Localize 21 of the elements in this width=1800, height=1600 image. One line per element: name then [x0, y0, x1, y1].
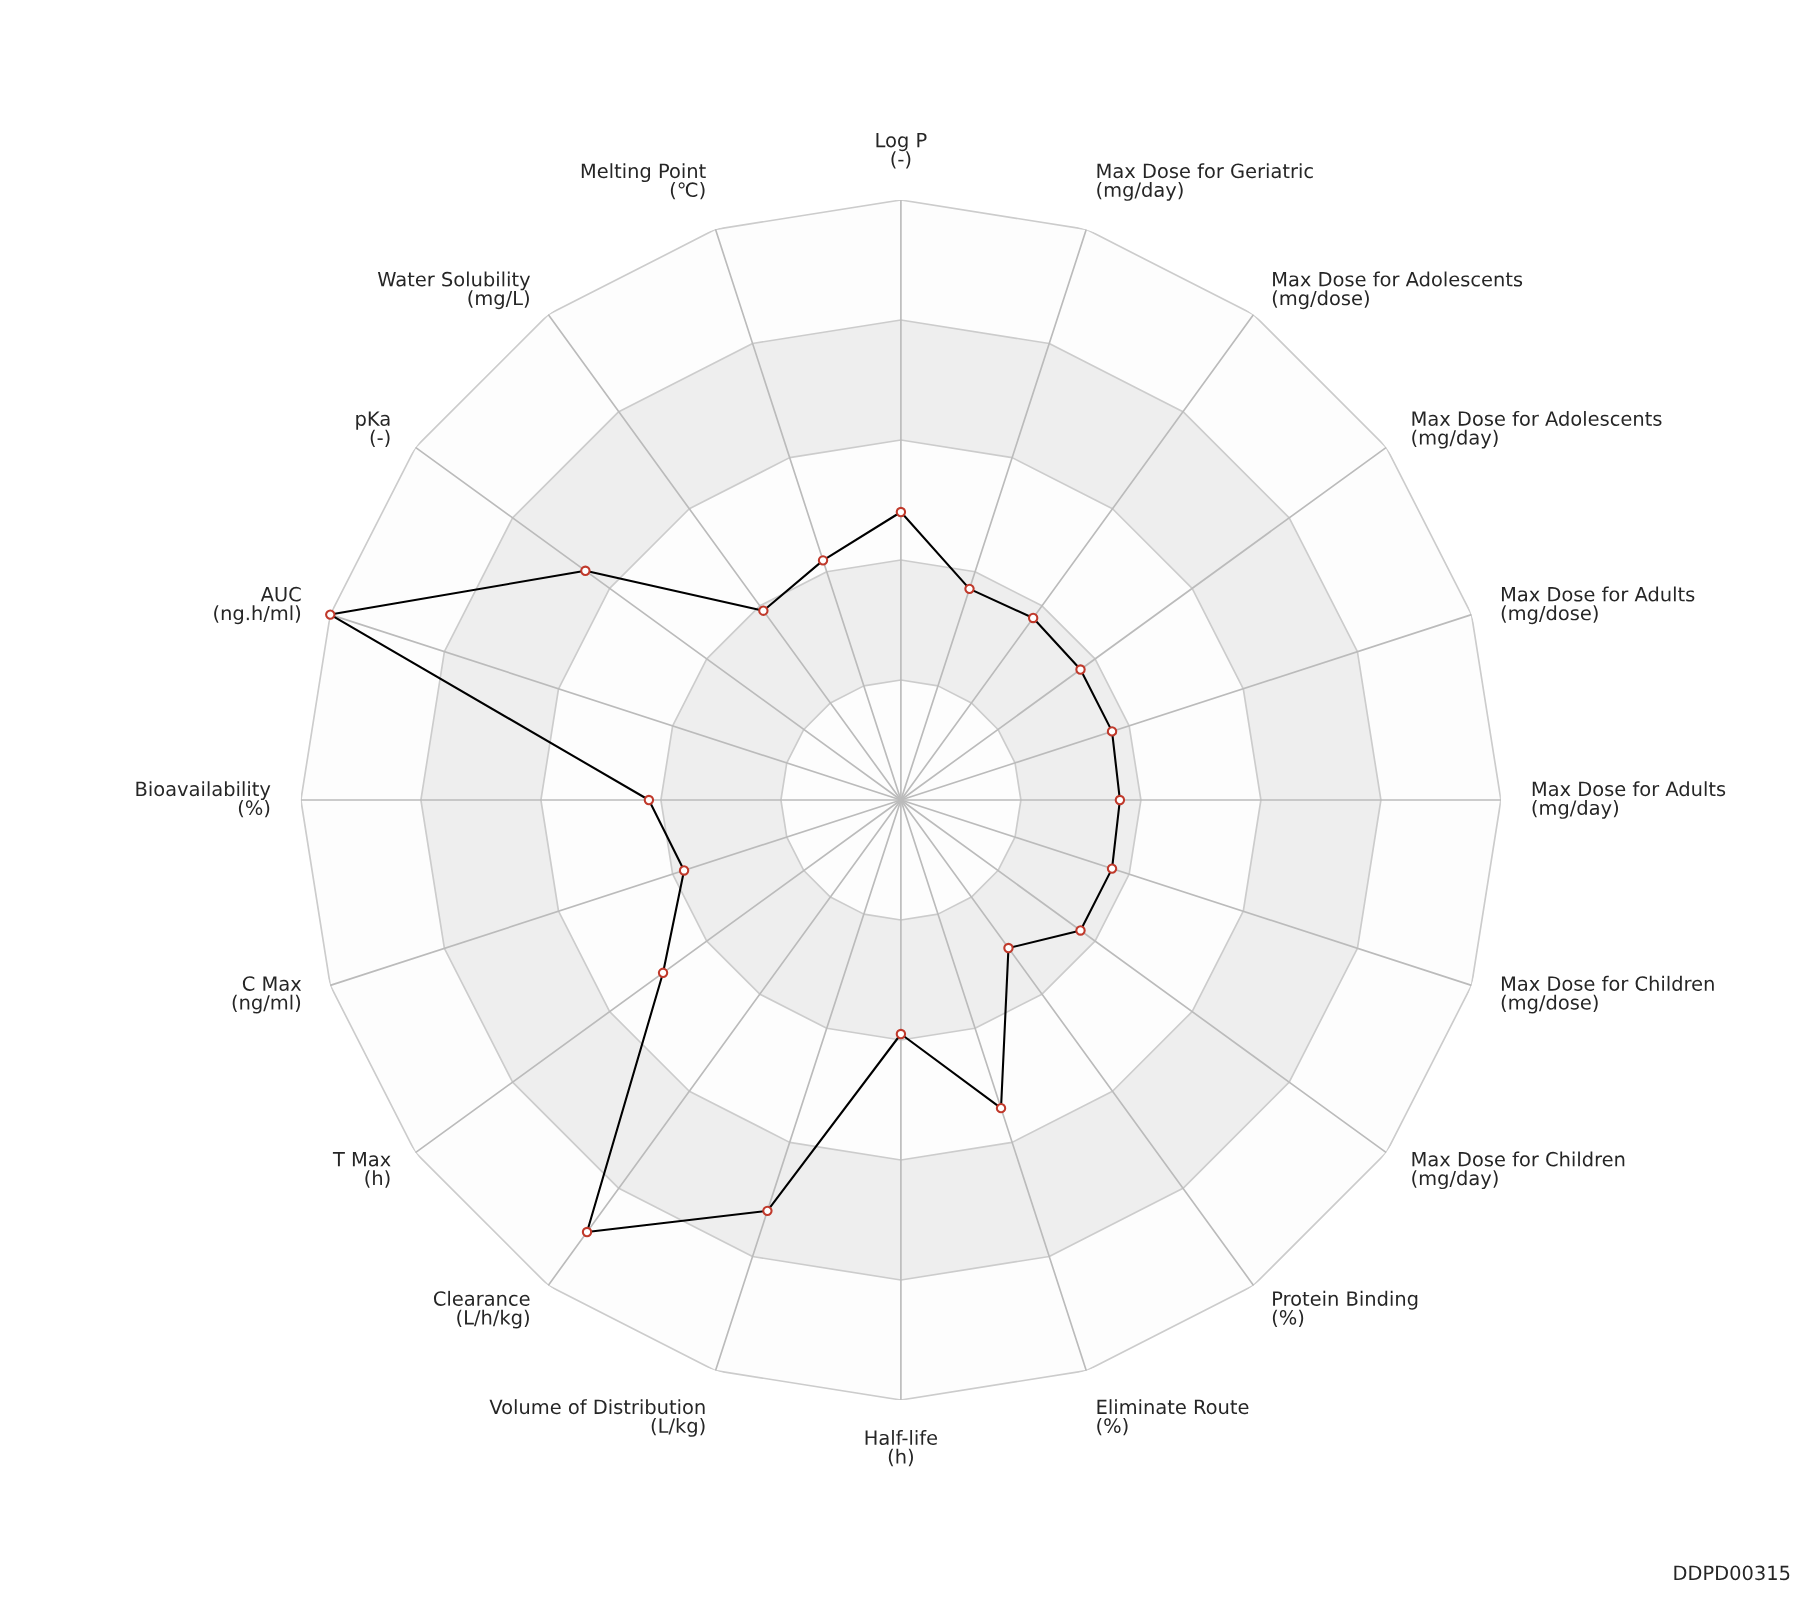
spoke-label: Eliminate Route (%)	[1097, 1399, 1249, 1436]
spoke-label: Log P (-)	[876, 132, 927, 169]
spoke-label: Half-life (h)	[865, 1430, 938, 1467]
spoke-label: T Max (h)	[332, 1152, 391, 1188]
spoke-label: Melting Point (℃)	[581, 163, 706, 200]
spoke-label: Max Dose for Adults (mg/day)	[1532, 781, 1726, 819]
spoke-label: Max Dose for Children (mg/dose)	[1501, 975, 1714, 1014]
spoke-label: Volume of Distribution (L/kg)	[489, 1399, 705, 1437]
spoke-label: C Max (ng/ml)	[232, 976, 302, 1014]
spoke-label: Max Dose for Adults (mg/dose)	[1501, 586, 1695, 625]
spoke-label: Bioavailability (%)	[136, 781, 271, 818]
spoke-label: Max Dose for Geriatric (mg/day)	[1097, 163, 1313, 201]
spoke-label: Water Solubility (mg/L)	[377, 271, 531, 310]
spoke-label: pKa (-)	[356, 411, 390, 448]
spoke-label: Max Dose for Children (mg/day)	[1412, 1151, 1625, 1190]
spoke-label: Protein Binding (%)	[1272, 1290, 1418, 1328]
spoke-label: Clearance (L/h/kg)	[433, 1290, 530, 1329]
text: DDPD00315	[1674, 1565, 1790, 1581]
spoke-label: AUC (ng.h/ml)	[214, 586, 301, 625]
spoke-label: Max Dose for Adolescents (mg/day)	[1412, 410, 1662, 449]
spoke-label: Max Dose for Adolescents (mg/dose)	[1272, 271, 1523, 310]
